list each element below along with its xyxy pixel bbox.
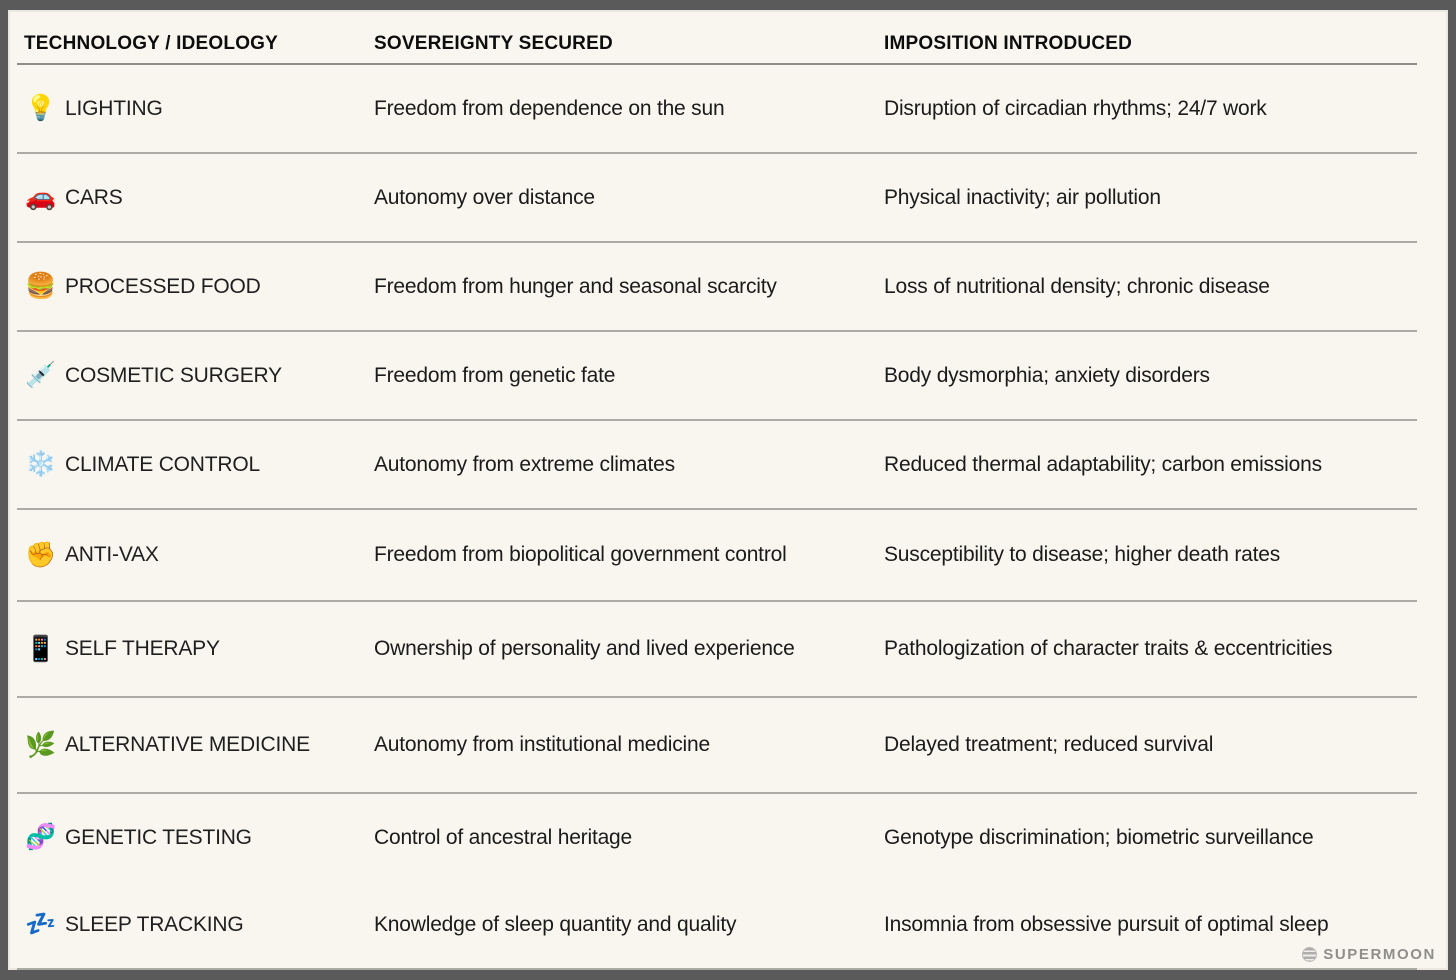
technology-label: CARS (65, 185, 123, 209)
herb-icon: 🌿 (25, 730, 57, 759)
table-row-climate-control: ❄️ CLIMATE CONTROL Autonomy from extreme… (17, 421, 1417, 510)
sovereignty-cell: Freedom from genetic fate (374, 363, 616, 387)
header-technology-ideology: TECHNOLOGY / IDEOLOGY (24, 33, 279, 54)
technology-label: PROCESSED FOOD (65, 274, 261, 298)
imposition-cell: Susceptibility to disease; higher death … (884, 543, 1281, 566)
technology-cell: 📱 SELF THERAPY (17, 634, 374, 663)
table-row-anti-vax: ✊ ANTI-VAX Freedom from biopolitical gov… (17, 510, 1417, 602)
technology-cell: 💡 LIGHTING (17, 96, 374, 121)
hamburger-icon: 🍔 (25, 272, 57, 300)
technology-label: CLIMATE CONTROL (65, 452, 260, 476)
sovereignty-cell: Knowledge of sleep quantity and quality (374, 912, 737, 936)
technology-label: LIGHTING (65, 96, 163, 120)
light-bulb-icon: 💡 (25, 94, 57, 122)
sovereignty-cell: Autonomy from extreme climates (374, 452, 675, 476)
mobile-phone-icon: 📱 (25, 634, 57, 663)
technology-label: COSMETIC SURGERY (65, 363, 282, 387)
table-row-cosmetic-surgery: 💉 COSMETIC SURGERY Freedom from genetic … (17, 332, 1417, 421)
table-row-processed-food: 🍔 PROCESSED FOOD Freedom from hunger and… (17, 243, 1417, 332)
table-row-cars: 🚗 CARS Autonomy over distance Physical i… (17, 154, 1417, 243)
header-sovereignty-secured: SOVEREIGNTY SECURED (374, 33, 613, 54)
sovereignty-cell: Control of ancestral heritage (374, 825, 633, 849)
imposition-cell: Physical inactivity; air pollution (884, 185, 1161, 209)
technology-cell: 🚗 CARS (17, 185, 374, 210)
sovereignty-cell: Autonomy from institutional medicine (374, 733, 710, 756)
sovereignty-cell: Ownership of personality and lived exper… (374, 637, 795, 660)
dna-icon: 🧬 (25, 823, 57, 851)
technology-label: ALTERNATIVE MEDICINE (65, 733, 310, 756)
technology-label: GENETIC TESTING (65, 825, 252, 849)
technology-cell: ✊ ANTI-VAX (17, 540, 374, 569)
zzz-icon: 💤 (25, 910, 57, 938)
imposition-cell: Reduced thermal adaptability; carbon emi… (884, 452, 1322, 476)
imposition-cell: Delayed treatment; reduced survival (884, 733, 1214, 756)
supermoon-moon-icon (1302, 947, 1318, 962)
technology-cell: 🧬 GENETIC TESTING (17, 825, 374, 850)
table-card: TECHNOLOGY / IDEOLOGY SOVEREIGNTY SECURE… (8, 10, 1448, 970)
snowflake-icon: ❄️ (25, 450, 57, 478)
imposition-cell: Loss of nutritional density; chronic dis… (884, 274, 1270, 298)
table-row-lighting: 💡 LIGHTING Freedom from dependence on th… (17, 65, 1417, 154)
technology-label: SELF THERAPY (65, 637, 220, 660)
table-row-genetic-testing: 🧬 GENETIC TESTING Control of ancestral h… (17, 794, 1417, 881)
technology-cell: 🌿 ALTERNATIVE MEDICINE (17, 730, 374, 759)
technology-cell: 🍔 PROCESSED FOOD (17, 274, 374, 299)
technology-cell: ❄️ CLIMATE CONTROL (17, 452, 374, 477)
raised-fist-icon: ✊ (25, 540, 57, 569)
imposition-cell: Insomnia from obsessive pursuit of optim… (884, 912, 1329, 936)
table-row-self-therapy: 📱 SELF THERAPY Ownership of personality … (17, 602, 1417, 698)
imposition-cell: Body dysmorphia; anxiety disorders (884, 363, 1210, 387)
sovereignty-cell: Freedom from biopolitical government con… (374, 543, 787, 566)
supermoon-brand: SUPERMOON (1302, 946, 1436, 963)
syringe-icon: 💉 (25, 361, 57, 389)
imposition-cell: Genotype discrimination; biometric surve… (884, 825, 1314, 849)
car-icon: 🚗 (25, 183, 57, 211)
supermoon-brand-label: SUPERMOON (1323, 946, 1436, 963)
sovereignty-cell: Freedom from hunger and seasonal scarcit… (374, 274, 777, 298)
technology-label: ANTI-VAX (65, 543, 159, 566)
technology-cell: 💤 SLEEP TRACKING (17, 912, 374, 937)
imposition-cell: Disruption of circadian rhythms; 24/7 wo… (884, 96, 1267, 120)
sovereignty-cell: Freedom from dependence on the sun (374, 96, 725, 120)
sovereignty-cell: Autonomy over distance (374, 185, 595, 209)
table-row-sleep-tracking: 💤 SLEEP TRACKING Knowledge of sleep quan… (17, 881, 1417, 970)
header-imposition-introduced: IMPOSITION INTRODUCED (884, 33, 1133, 54)
technology-ideology-table: TECHNOLOGY / IDEOLOGY SOVEREIGNTY SECURE… (17, 10, 1417, 970)
imposition-cell: Pathologization of character traits & ec… (884, 637, 1333, 660)
technology-cell: 💉 COSMETIC SURGERY (17, 363, 374, 388)
technology-label: SLEEP TRACKING (65, 912, 244, 936)
table-row-alternative-medicine: 🌿 ALTERNATIVE MEDICINE Autonomy from ins… (17, 698, 1417, 794)
table-header-row: TECHNOLOGY / IDEOLOGY SOVEREIGNTY SECURE… (17, 10, 1417, 65)
